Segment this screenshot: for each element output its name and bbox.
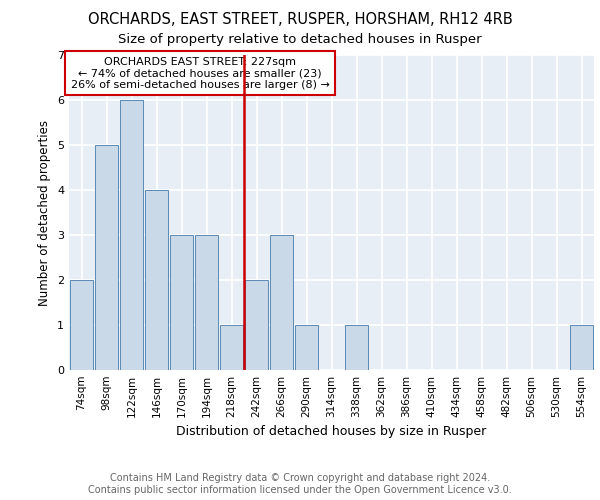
Text: ORCHARDS, EAST STREET, RUSPER, HORSHAM, RH12 4RB: ORCHARDS, EAST STREET, RUSPER, HORSHAM, … — [88, 12, 512, 28]
Y-axis label: Number of detached properties: Number of detached properties — [38, 120, 52, 306]
Bar — [295, 325, 318, 370]
Bar — [195, 235, 218, 370]
Text: Contains HM Land Registry data © Crown copyright and database right 2024.
Contai: Contains HM Land Registry data © Crown c… — [88, 474, 512, 495]
Bar — [345, 325, 368, 370]
Bar — [170, 235, 193, 370]
Bar — [145, 190, 168, 370]
Text: Size of property relative to detached houses in Rusper: Size of property relative to detached ho… — [118, 32, 482, 46]
Text: ORCHARDS EAST STREET: 227sqm
← 74% of detached houses are smaller (23)
26% of se: ORCHARDS EAST STREET: 227sqm ← 74% of de… — [71, 56, 329, 90]
Bar — [95, 145, 118, 370]
Bar — [245, 280, 268, 370]
Bar — [570, 325, 593, 370]
Bar — [220, 325, 243, 370]
Bar — [70, 280, 93, 370]
X-axis label: Distribution of detached houses by size in Rusper: Distribution of detached houses by size … — [176, 426, 487, 438]
Bar — [120, 100, 143, 370]
Bar — [270, 235, 293, 370]
